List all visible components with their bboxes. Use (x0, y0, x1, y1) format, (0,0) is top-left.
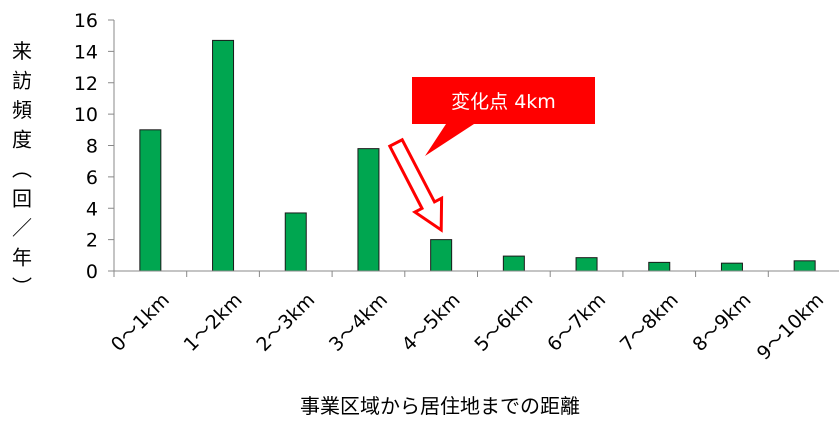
bar (139, 129, 162, 272)
bar (284, 212, 307, 272)
x-tick-label: 8～9km (689, 289, 756, 356)
y-tick-label: 2 (86, 230, 98, 252)
x-tick-label: 1～2km (180, 289, 247, 356)
y-tick-label: 10 (74, 104, 98, 126)
y-axis-title-char: 頻 (12, 98, 32, 122)
y-axis: 0 2 4 6 8 10 12 14 16 (74, 10, 115, 283)
y-tick-label: 16 (74, 10, 98, 32)
bar (357, 148, 380, 272)
x-tick-label: 0～1km (107, 289, 174, 356)
x-tick-label: 6～7km (543, 289, 610, 356)
bar (430, 239, 453, 272)
y-tick-label: 8 (86, 136, 98, 158)
y-axis-title-char: ／ (12, 216, 32, 240)
y-axis-title-char: 来 (12, 39, 32, 63)
bar (502, 255, 525, 272)
x-axis: 0～1km 1～2km 2～3km 3～4km 4～5km 5～6km 6～7km 7～8km… (107, 270, 839, 365)
x-tick-label: 2～3km (252, 289, 319, 356)
callout-label: 変化点 4km (451, 91, 556, 113)
x-axis-title: 事業区域から居住地までの距離 (300, 394, 580, 418)
y-tick-label: 0 (86, 261, 98, 283)
y-tick-label: 14 (74, 41, 98, 63)
bar (575, 257, 598, 272)
x-tick-label: 9～10km (753, 289, 829, 365)
x-tick-label: 7～8km (616, 289, 683, 356)
bar (648, 261, 671, 272)
y-axis-title-char: 回 (12, 187, 32, 211)
annotation-callout: 変化点 4km (387, 77, 595, 233)
y-axis-title-char: 年 (12, 246, 32, 270)
y-axis-title-char: 訪 (12, 69, 32, 93)
y-axis-title-char: 度 (12, 128, 32, 152)
bar (720, 262, 743, 272)
y-axis-title-char: ︶ (12, 275, 32, 299)
y-tick-label: 6 (86, 167, 98, 189)
x-tick-label: 4～5km (398, 289, 465, 356)
bar (793, 260, 816, 272)
x-tick-label: 5～6km (470, 289, 537, 356)
bar-series (139, 39, 816, 272)
bar (212, 39, 235, 272)
callout-arrow (387, 137, 444, 233)
y-axis-title-char: ︵ (12, 157, 32, 181)
x-tick-label: 3～4km (325, 289, 392, 356)
y-tick-label: 4 (86, 198, 98, 220)
y-tick-label: 12 (74, 73, 98, 95)
callout-box (412, 77, 595, 156)
